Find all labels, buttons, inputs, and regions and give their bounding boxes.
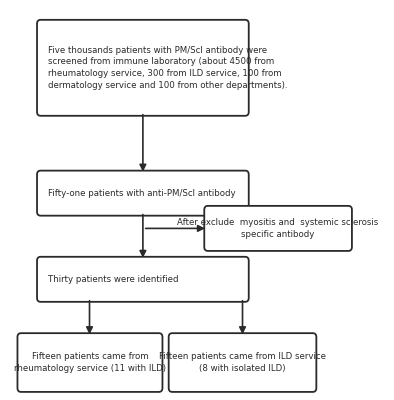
FancyBboxPatch shape	[37, 171, 249, 216]
Text: Fifteen patients came from
rheumatology service (11 with ILD): Fifteen patients came from rheumatology …	[14, 352, 166, 373]
FancyBboxPatch shape	[17, 333, 162, 392]
FancyBboxPatch shape	[37, 257, 249, 302]
Text: Thirty patients were identified: Thirty patients were identified	[48, 275, 178, 284]
Text: Five thousands patients with PM/Scl antibody were
screened from immune laborator: Five thousands patients with PM/Scl anti…	[48, 46, 287, 90]
FancyBboxPatch shape	[204, 206, 352, 251]
FancyBboxPatch shape	[169, 333, 316, 392]
Text: After exclude  myositis and  systemic sclerosis
specific antibody: After exclude myositis and systemic scle…	[177, 218, 379, 239]
Text: Fifty-one patients with anti-PM/Scl antibody: Fifty-one patients with anti-PM/Scl anti…	[48, 189, 235, 198]
Text: Fifteen patients came from ILD service
(8 with isolated ILD): Fifteen patients came from ILD service (…	[159, 352, 326, 373]
FancyBboxPatch shape	[37, 20, 249, 116]
